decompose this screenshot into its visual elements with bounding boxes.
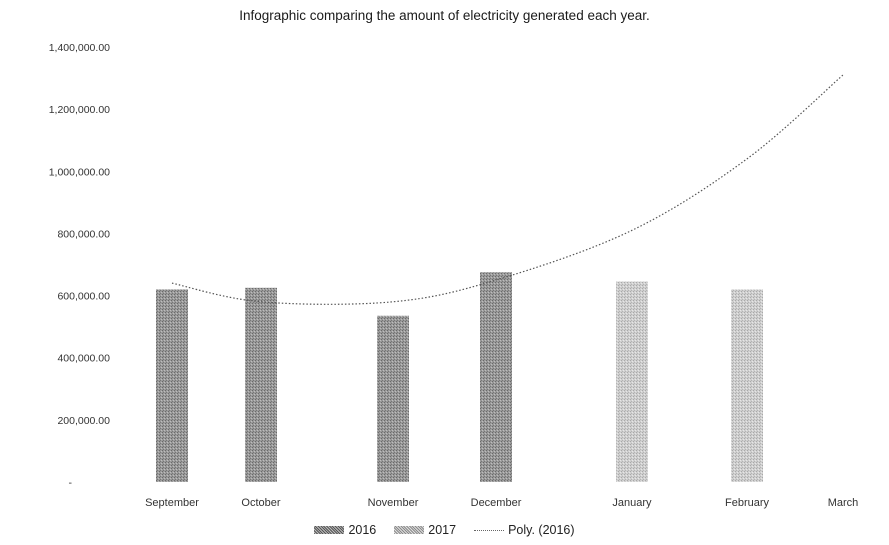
x-tick-label: March: [828, 497, 859, 509]
chart-title: Infographic comparing the amount of elec…: [239, 8, 650, 23]
y-tick-label: 1,400,000.00: [49, 42, 110, 54]
x-tick-label: February: [725, 497, 770, 509]
legend-label-2017: 2017: [428, 523, 457, 537]
x-tick-label: December: [471, 497, 522, 509]
legend-swatch-2017: [394, 526, 425, 534]
x-tick-label: November: [368, 497, 419, 509]
bars: [156, 272, 763, 482]
legend-label-poly: Poly. (2016): [508, 523, 575, 537]
x-tick-label: September: [145, 497, 199, 509]
bar-2016-december: [480, 272, 512, 482]
bar-2016-october: [245, 287, 277, 482]
legend-label-2016: 2016: [348, 523, 377, 537]
legend-swatch-2016: [314, 526, 345, 534]
bar-2017-february: [731, 289, 763, 482]
y-tick-label: 600,000.00: [57, 291, 110, 303]
legend-swatch-poly: [474, 529, 505, 531]
legend: 2016 2017 Poly. (2016): [0, 523, 889, 537]
y-tick-label: 800,000.00: [57, 228, 110, 240]
poly-2016-trendline: [171, 74, 844, 305]
bar-2017-january: [616, 281, 648, 482]
y-tick-label: 400,000.00: [57, 353, 110, 365]
y-tick-label: 200,000.00: [57, 415, 110, 427]
y-axis: - 200,000.00 400,000.00 600,000.00 800,000.0…: [49, 42, 110, 489]
legend-item-2016: 2016: [314, 523, 376, 537]
x-tick-label: October: [241, 497, 280, 509]
x-axis: September October November December January F…: [145, 497, 858, 509]
y-tick-label: -: [69, 477, 73, 489]
bar-2016-november: [377, 315, 409, 482]
y-tick-label: 1,200,000.00: [49, 104, 110, 116]
legend-item-poly: Poly. (2016): [474, 523, 575, 537]
bar-2016-september: [156, 289, 188, 482]
y-tick-label: 1,000,000.00: [49, 166, 110, 178]
legend-item-2017: 2017: [394, 523, 456, 537]
x-tick-label: January: [612, 497, 652, 509]
trendline: [171, 74, 844, 305]
